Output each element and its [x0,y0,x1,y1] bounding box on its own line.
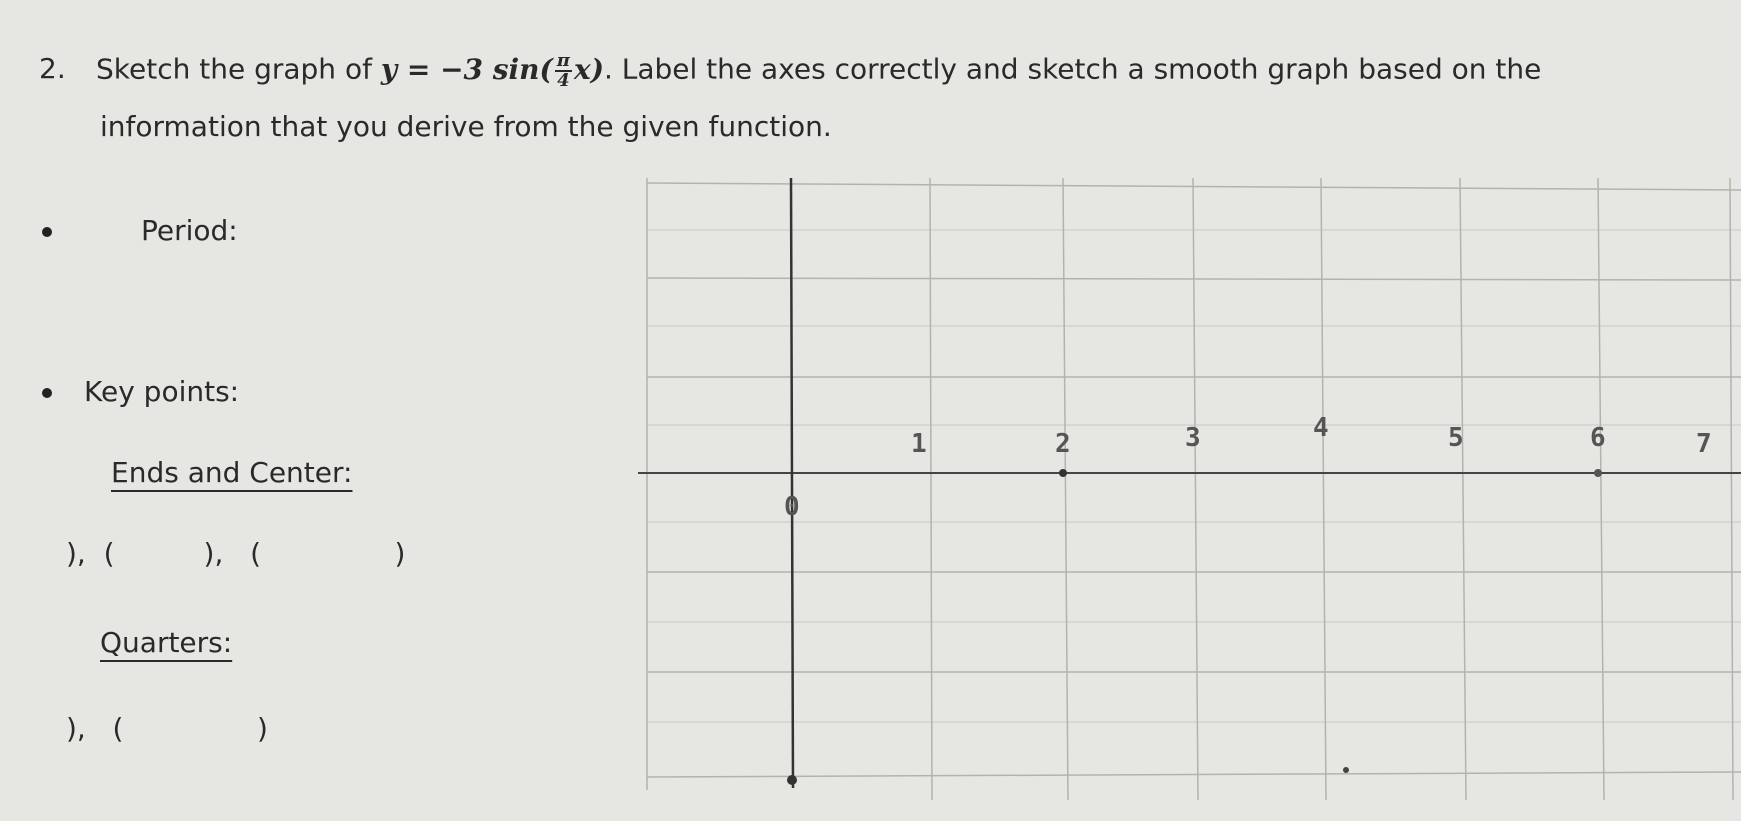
bullet [42,227,52,237]
denominator: 4 [557,70,570,91]
numerator: π [554,50,572,72]
quarters-blanks: ), ( ) [66,712,268,745]
point [1343,767,1349,773]
equation: y = −3 sin(π 4 x) [380,50,604,91]
question-rest: . Label the axes correctly and sketch a … [603,52,1542,86]
ends-center-blanks: ), ( ), ( ) [66,537,406,570]
question-text: Sketch the graph of y = −3 sin(π 4 x). Lab… [96,52,1541,90]
x-axis-label: 6 [1590,423,1606,453]
question-line2: information that you derive from the giv… [100,110,832,143]
key-points-label: Key points: [84,375,240,408]
ends-center-label: Ends and Center: [111,456,353,489]
x-axis-label: 5 [1448,423,1464,453]
quarters-label: Quarters: [100,626,233,659]
point [787,775,797,785]
x-axis-label: 4 [1313,413,1329,443]
origin-label: 0 [784,492,800,522]
x-axis-label: 1 [911,429,927,459]
point [1594,469,1602,477]
axis-labels: 0 1 2 3 4 5 6 7 [784,413,1712,522]
y-axis [789,177,795,789]
x-axis-label: 7 [1696,429,1712,459]
x-axis-label: 2 [1055,429,1071,459]
question-number: 2. [39,52,66,85]
minor-grid [647,229,1741,723]
equation-lhs: y = −3 sin [380,52,540,86]
variable: x [573,52,591,86]
point [1059,469,1067,477]
x-axis-label: 3 [1185,423,1201,453]
period-label: Period: [141,214,238,247]
major-grid [646,177,1741,801]
bullet [42,388,52,398]
question-lead: Sketch the graph of [96,52,372,86]
